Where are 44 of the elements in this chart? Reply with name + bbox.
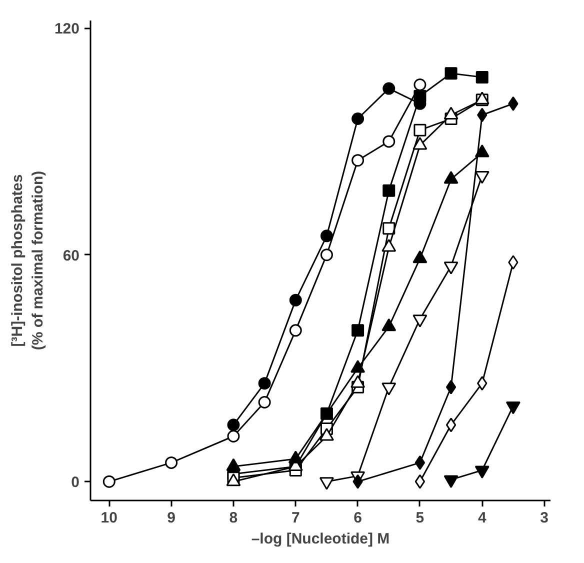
point: [414, 78, 426, 91]
point: [352, 324, 364, 337]
point: [382, 222, 396, 235]
point: [258, 396, 271, 408]
point: [414, 90, 426, 102]
y-tick-label: 120: [54, 20, 80, 38]
x-axis-title: –log [Nucleotide] M: [251, 530, 390, 548]
point: [352, 154, 364, 167]
point: [320, 248, 333, 262]
point: [508, 255, 518, 270]
y-tick-label: 60: [62, 247, 80, 264]
point: [320, 230, 333, 242]
point: [165, 456, 178, 469]
x-tick-label: 9: [167, 510, 176, 526]
x-tick-label: 5: [416, 510, 424, 526]
point: [414, 474, 426, 489]
point: [102, 475, 116, 488]
point: [289, 294, 302, 306]
y-axis-title: [³H]-inositol phosphates (% of maximal formation): [9, 170, 46, 350]
point: [227, 430, 240, 442]
point: [444, 67, 458, 80]
x-tick-label: 3: [540, 510, 548, 526]
point: [352, 474, 363, 489]
point: [414, 124, 426, 136]
x-tick-label: 7: [291, 510, 300, 526]
point: [289, 324, 302, 337]
point: [477, 376, 488, 391]
x-tick-label: 4: [478, 510, 487, 526]
point: [382, 82, 396, 95]
point: [477, 108, 488, 122]
point: [476, 70, 488, 84]
point: [446, 418, 456, 432]
point: [382, 184, 396, 197]
point: [414, 455, 426, 470]
y-tick-label: 0: [71, 474, 80, 492]
point: [508, 96, 518, 111]
point: [227, 418, 240, 432]
x-tick-label: 6: [354, 510, 362, 526]
point: [382, 135, 396, 148]
point: [446, 380, 456, 394]
x-tick-label: 10: [100, 510, 118, 526]
point: [258, 377, 271, 390]
point: [352, 112, 364, 126]
x-tick-label: 8: [229, 510, 238, 526]
